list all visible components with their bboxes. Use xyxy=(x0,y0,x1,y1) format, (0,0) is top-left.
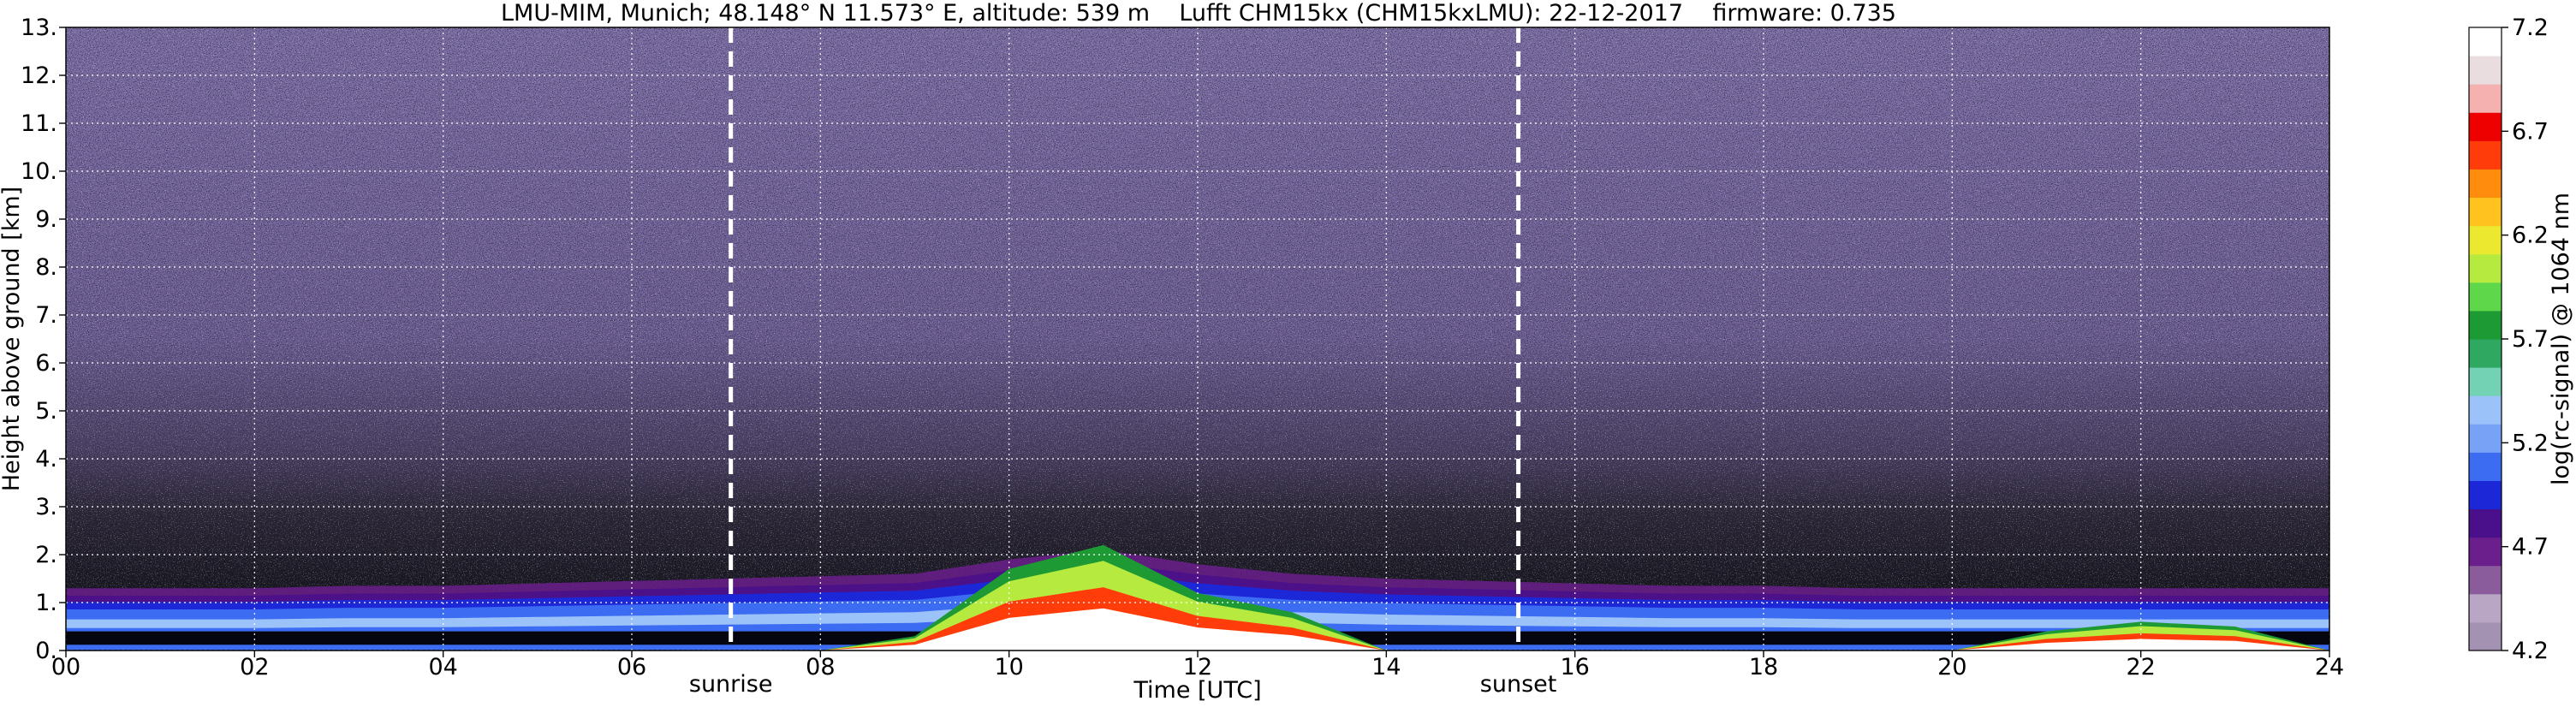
colorbar-segment xyxy=(2469,339,2502,368)
x-tick-label: 12 xyxy=(1183,654,1212,680)
colorbar-tick-label: 6.2 xyxy=(2512,223,2549,249)
x-tick-label: 10 xyxy=(994,654,1023,680)
marker-label-sunrise: sunrise xyxy=(689,671,773,698)
x-tick-label: 02 xyxy=(240,654,269,680)
x-tick-label: 16 xyxy=(1560,654,1589,680)
colorbar-segment xyxy=(2469,197,2502,227)
x-tick-label: 18 xyxy=(1749,654,1778,680)
y-tick-label: 0. xyxy=(35,638,57,664)
colorbar-segment xyxy=(2469,537,2502,567)
y-tick-label: 13. xyxy=(21,15,57,41)
colorbar-segment xyxy=(2469,367,2502,396)
plot-area xyxy=(66,27,2329,651)
y-tick-label: 4. xyxy=(35,446,57,472)
colorbar-segment xyxy=(2469,565,2502,595)
colorbar-segment xyxy=(2469,225,2502,255)
colorbar-tick-label: 4.7 xyxy=(2512,534,2549,561)
colorbar-segment xyxy=(2469,282,2502,312)
colorbar-tick-label: 7.2 xyxy=(2512,15,2549,41)
colorbar-segment xyxy=(2469,593,2502,623)
y-tick-label: 11. xyxy=(21,110,57,137)
colorbar-segment xyxy=(2469,395,2502,425)
marker-label-sunset: sunset xyxy=(1480,671,1557,698)
x-axis-label: Time [UTC] xyxy=(1133,677,1261,704)
y-tick-label: 9. xyxy=(35,206,57,233)
colorbar-segment xyxy=(2469,480,2502,510)
y-tick-label: 6. xyxy=(35,350,57,377)
colorbar-segment xyxy=(2469,56,2502,85)
y-axis-label: Height above ground [km] xyxy=(0,187,25,491)
x-tick-label: 00 xyxy=(51,654,80,680)
x-tick-label: 06 xyxy=(617,654,646,680)
y-tick-label: 1. xyxy=(35,590,57,616)
x-tick-label: 24 xyxy=(2315,654,2344,680)
x-tick-label: 22 xyxy=(2126,654,2155,680)
sun-markers xyxy=(729,27,1521,651)
y-tick-label: 10. xyxy=(21,158,57,185)
colorbar-segment xyxy=(2469,452,2502,481)
y-tick-label: 5. xyxy=(35,398,57,425)
y-axis: 0. 1. 2. 3. 4. 5. 6. 7. 8. 9. 10. 11. 12. 13. xyxy=(21,15,66,664)
colorbar-segment xyxy=(2469,27,2502,56)
colorbar-tick-label: 5.2 xyxy=(2512,430,2549,456)
colorbar-tick-label: 5.7 xyxy=(2512,326,2549,353)
colorbar-segment xyxy=(2469,621,2502,651)
cloud-yellow-green xyxy=(66,561,2329,651)
grid-lines xyxy=(66,27,2329,651)
y-tick-label: 7. xyxy=(35,302,57,329)
colorbar-segment xyxy=(2469,424,2502,453)
y-tick-label: 12. xyxy=(21,62,57,89)
colorbar-segment xyxy=(2469,508,2502,538)
y-tick-label: 2. xyxy=(35,542,57,568)
sun-marker-labels: sunrise sunset xyxy=(689,671,1556,698)
colorbar-segment xyxy=(2469,169,2502,199)
colorbar-label: log(rc-signal) @ 1064 nm xyxy=(2548,193,2574,485)
x-tick-label: 20 xyxy=(1937,654,1966,680)
y-tick-label: 3. xyxy=(35,494,57,520)
colorbar-ticks: 4.2 4.7 5.2 5.7 6.2 6.7 7.2 xyxy=(2502,15,2549,664)
colorbar-segment xyxy=(2469,253,2502,283)
x-axis: 00 02 04 06 08 10 12 14 16 18 20 22 24 xyxy=(51,651,2344,680)
chart-title: LMU-MIM, Munich; 48.148° N 11.573° E, al… xyxy=(501,0,1896,27)
y-tick-label: 8. xyxy=(35,254,57,281)
colorbar-segment xyxy=(2469,112,2502,141)
colorbar-segment xyxy=(2469,310,2502,340)
colorbar-segment xyxy=(2469,140,2502,169)
colorbar-segment xyxy=(2469,84,2502,113)
colorbar-tick-label: 4.2 xyxy=(2512,638,2549,664)
colorbar-tick-label: 6.7 xyxy=(2512,118,2549,145)
x-tick-label: 04 xyxy=(428,654,457,680)
colorbar xyxy=(2469,27,2502,651)
x-tick-label: 14 xyxy=(1371,654,1401,680)
x-tick-label: 08 xyxy=(806,654,835,680)
